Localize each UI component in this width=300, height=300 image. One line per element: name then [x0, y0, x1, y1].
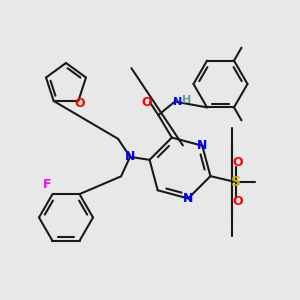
Text: N: N [183, 192, 193, 205]
Text: O: O [232, 157, 243, 169]
Text: F: F [43, 178, 51, 191]
Text: N: N [197, 139, 208, 152]
Text: O: O [142, 96, 152, 109]
Text: H: H [182, 95, 191, 105]
Text: O: O [74, 98, 85, 110]
Text: N: N [125, 150, 135, 163]
Text: S: S [231, 175, 241, 189]
Text: O: O [232, 195, 243, 208]
Text: N: N [173, 97, 182, 106]
